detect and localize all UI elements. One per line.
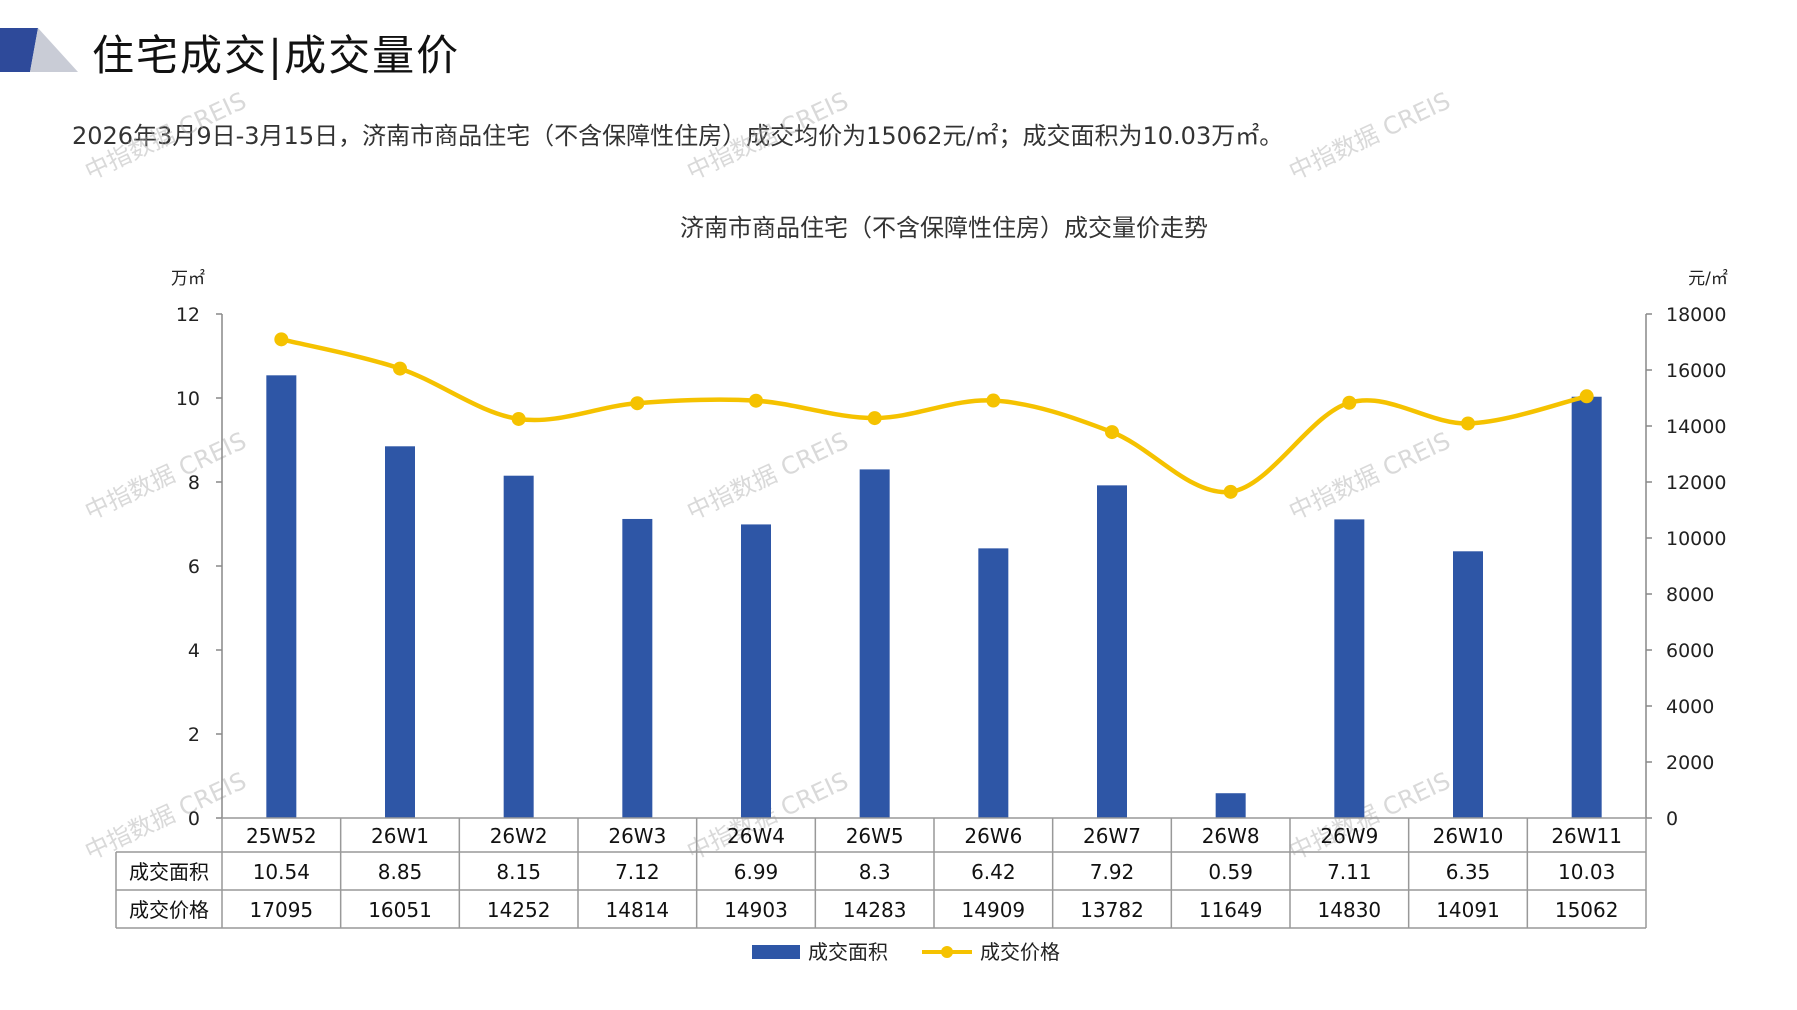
category-label: 26W5 — [846, 824, 904, 848]
price-value-label: 17095 — [250, 898, 314, 922]
price-value-label: 15062 — [1555, 898, 1619, 922]
price-value-label: 16051 — [368, 898, 432, 922]
category-label: 25W52 — [246, 824, 317, 848]
category-label: 26W10 — [1433, 824, 1504, 848]
bar-26W9 — [1334, 519, 1365, 818]
legend-bar-label: 成交面积 — [808, 940, 888, 964]
left-axis-tick-label: 4 — [188, 640, 200, 662]
price-point-26W5 — [867, 411, 882, 426]
price-value-label: 14909 — [962, 898, 1026, 922]
left-axis-unit: 万㎡ — [171, 269, 205, 289]
right-axis-tick-label: 14000 — [1666, 416, 1726, 438]
category-label: 26W4 — [727, 824, 785, 848]
bar-26W5 — [859, 469, 890, 818]
bar-value-label: 10.54 — [253, 860, 310, 884]
bar-value-label: 7.12 — [615, 860, 660, 884]
bar-26W8 — [1215, 793, 1246, 818]
left-axis-tick-label: 0 — [188, 808, 200, 830]
legend-line-label: 成交价格 — [980, 940, 1060, 964]
category-label: 26W11 — [1551, 824, 1622, 848]
bar-value-label: 8.85 — [378, 860, 423, 884]
table-row-label: 成交价格 — [129, 898, 209, 922]
bar-value-label: 10.03 — [1558, 860, 1615, 884]
logo-light-shape — [30, 28, 78, 72]
price-point-26W10 — [1461, 416, 1475, 431]
bar-value-label: 6.99 — [734, 860, 779, 884]
bar-26W1 — [385, 446, 415, 818]
bar-26W4 — [741, 524, 771, 818]
logo-dark-shape — [0, 28, 38, 72]
left-axis-tick-label: 12 — [176, 304, 200, 326]
left-axis-tick-label: 2 — [188, 724, 200, 746]
price-point-26W8 — [1223, 484, 1238, 499]
right-axis-tick-label: 0 — [1666, 808, 1678, 830]
price-point-26W11 — [1579, 389, 1594, 404]
chart-title: 济南市商品住宅（不含保障性住房）成交量价走势 — [680, 214, 1208, 242]
category-label: 26W6 — [964, 824, 1022, 848]
bar-26W10 — [1453, 551, 1483, 818]
category-label: 26W9 — [1320, 824, 1378, 848]
price-point-26W1 — [393, 361, 407, 376]
right-axis-tick-label: 18000 — [1666, 304, 1726, 326]
right-axis-unit: 元/㎡ — [1688, 269, 1728, 289]
price-value-label: 14814 — [606, 898, 670, 922]
price-value-label: 14091 — [1436, 898, 1500, 922]
price-line — [280, 337, 1588, 495]
price-value-label: 13782 — [1080, 898, 1144, 922]
category-label: 26W3 — [608, 824, 666, 848]
category-label: 26W2 — [490, 824, 548, 848]
bar-value-label: 8.15 — [496, 860, 541, 884]
right-axis-tick-label: 16000 — [1666, 360, 1726, 382]
bar-26W7 — [1097, 485, 1127, 818]
price-point-26W4 — [749, 393, 763, 408]
price-point-26W6 — [986, 393, 1001, 408]
right-axis-tick-label: 6000 — [1666, 640, 1714, 662]
price-point-25W52 — [274, 332, 289, 347]
price-value-label: 11649 — [1199, 898, 1263, 922]
bar-value-label: 8.3 — [859, 860, 891, 884]
legend-line-marker — [941, 946, 953, 958]
price-value-label: 14830 — [1318, 898, 1382, 922]
bar-26W6 — [978, 548, 1009, 818]
header: 住宅成交|成交量价 — [0, 0, 1797, 100]
logo-mark — [0, 28, 78, 72]
left-axis-tick-label: 6 — [188, 556, 200, 578]
bar-26W3 — [622, 518, 653, 818]
bar-25W52 — [266, 375, 297, 818]
bar-value-label: 7.92 — [1090, 860, 1135, 884]
legend-bar-swatch — [752, 945, 800, 959]
price-value-label: 14903 — [724, 898, 788, 922]
price-point-26W2 — [511, 411, 526, 426]
bar-value-label: 6.42 — [971, 860, 1016, 884]
price-value-label: 14283 — [843, 898, 907, 922]
right-axis-tick-label: 8000 — [1666, 584, 1714, 606]
category-label: 26W8 — [1202, 824, 1260, 848]
bar-26W2 — [503, 475, 534, 818]
right-axis-tick-label: 2000 — [1666, 752, 1714, 774]
left-axis-tick-label: 10 — [176, 388, 200, 410]
bar-26W11 — [1571, 396, 1602, 818]
right-axis-tick-label: 12000 — [1666, 472, 1726, 494]
price-point-26W9 — [1342, 395, 1357, 410]
category-label: 26W1 — [371, 824, 429, 848]
bar-value-label: 0.59 — [1208, 860, 1253, 884]
left-axis-tick-label: 8 — [188, 472, 200, 494]
price-value-label: 14252 — [487, 898, 551, 922]
bar-value-label: 7.11 — [1327, 860, 1372, 884]
right-axis-tick-label: 4000 — [1666, 696, 1714, 718]
table-row-label: 成交面积 — [129, 860, 209, 884]
right-axis-tick-label: 10000 — [1666, 528, 1726, 550]
bar-value-label: 6.35 — [1446, 860, 1491, 884]
summary-text: 2026年3月9日-3月15日，济南市商品住宅（不含保障性住房）成交均价为150… — [72, 122, 1284, 150]
price-point-26W3 — [630, 396, 645, 411]
price-point-26W7 — [1105, 425, 1119, 440]
page-title: 住宅成交|成交量价 — [92, 31, 461, 80]
category-label: 26W7 — [1083, 824, 1141, 848]
